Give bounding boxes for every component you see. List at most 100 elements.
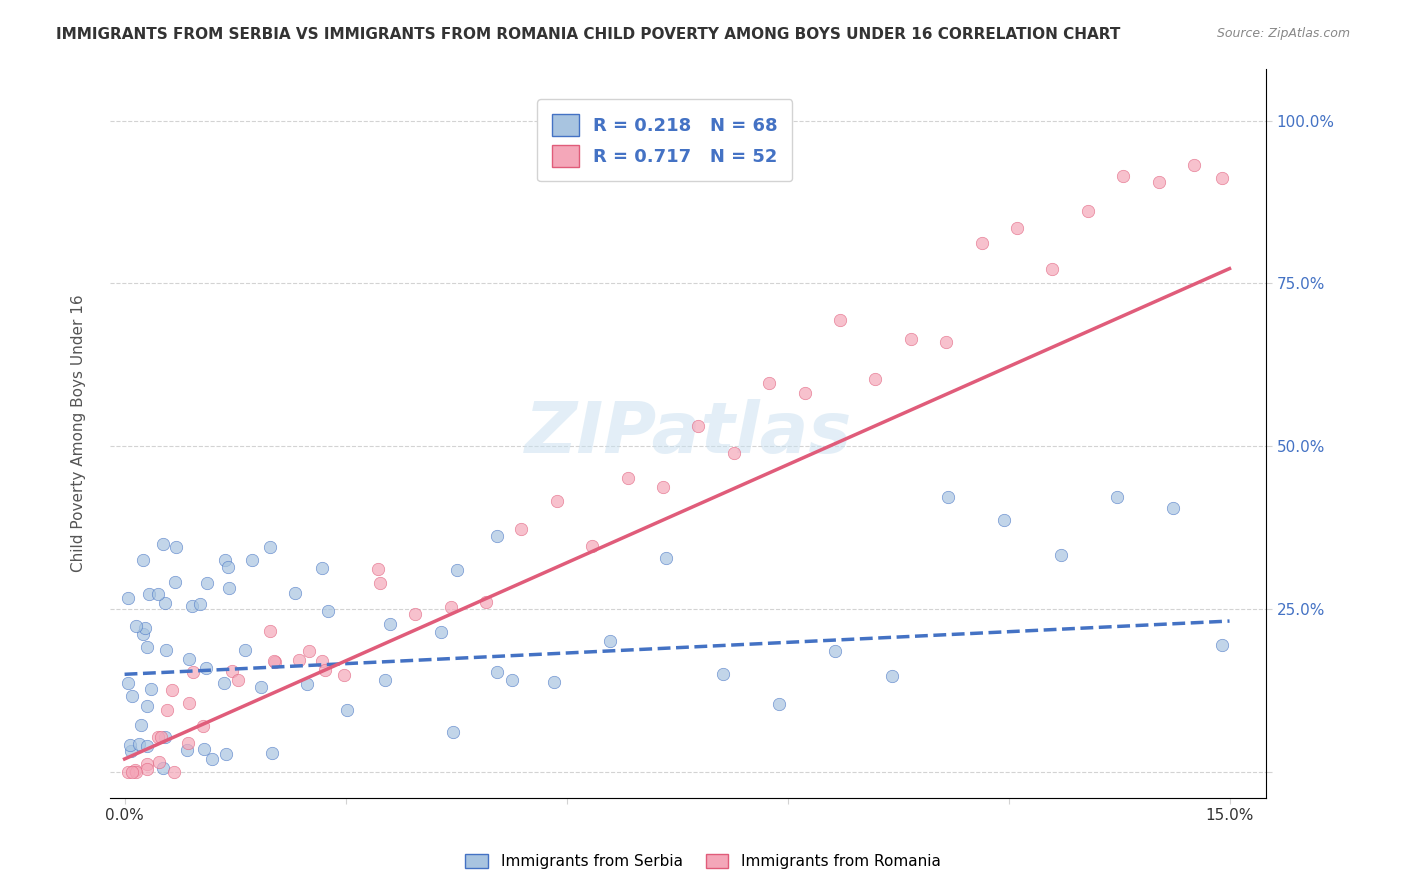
Point xyxy=(900,332,922,346)
Point xyxy=(475,595,498,609)
Point xyxy=(259,624,281,638)
Point xyxy=(993,513,1015,527)
Point xyxy=(824,644,846,658)
Point xyxy=(135,699,157,714)
Point xyxy=(543,675,565,690)
Point xyxy=(1161,500,1184,515)
Point xyxy=(616,471,638,485)
Point xyxy=(226,673,249,688)
Point xyxy=(336,703,359,717)
Point xyxy=(132,553,155,567)
Point xyxy=(311,654,333,668)
Point xyxy=(711,666,734,681)
Point xyxy=(446,563,468,577)
Point xyxy=(311,561,333,575)
Point xyxy=(117,764,139,779)
Point xyxy=(404,607,426,621)
Legend: R = 0.218   N = 68, R = 0.717   N = 52: R = 0.218 N = 68, R = 0.717 N = 52 xyxy=(537,99,793,181)
Point xyxy=(150,730,173,744)
Point xyxy=(163,764,186,779)
Point xyxy=(181,665,204,679)
Point xyxy=(688,419,710,434)
Point xyxy=(177,652,200,666)
Point xyxy=(439,600,461,615)
Point xyxy=(430,624,453,639)
Point xyxy=(581,539,603,553)
Point xyxy=(935,334,957,349)
Point xyxy=(314,663,336,677)
Point xyxy=(218,581,240,595)
Point xyxy=(215,747,238,761)
Point xyxy=(368,575,391,590)
Point xyxy=(1147,175,1170,189)
Point xyxy=(146,587,169,601)
Y-axis label: Child Poverty Among Boys Under 16: Child Poverty Among Boys Under 16 xyxy=(72,294,86,572)
Point xyxy=(316,604,339,618)
Point xyxy=(217,560,239,574)
Point xyxy=(793,386,815,401)
Point xyxy=(374,673,396,688)
Point xyxy=(298,644,321,658)
Legend: Immigrants from Serbia, Immigrants from Romania: Immigrants from Serbia, Immigrants from … xyxy=(460,848,946,875)
Point xyxy=(240,553,263,567)
Point xyxy=(599,634,621,648)
Point xyxy=(970,236,993,251)
Point xyxy=(333,668,356,682)
Point xyxy=(1105,490,1128,504)
Point xyxy=(880,669,903,683)
Point xyxy=(117,676,139,690)
Point xyxy=(758,376,780,390)
Point xyxy=(283,585,305,599)
Point xyxy=(723,446,745,460)
Point xyxy=(485,665,508,680)
Point xyxy=(117,591,139,606)
Point xyxy=(193,742,215,756)
Point xyxy=(136,739,159,753)
Point xyxy=(263,654,285,668)
Point xyxy=(201,752,224,766)
Point xyxy=(936,490,959,504)
Point xyxy=(501,673,523,688)
Point xyxy=(1005,221,1028,235)
Point xyxy=(180,599,202,613)
Point xyxy=(135,762,157,776)
Point xyxy=(259,540,281,554)
Point xyxy=(828,313,851,327)
Point xyxy=(176,743,198,757)
Point xyxy=(249,681,271,695)
Text: IMMIGRANTS FROM SERBIA VS IMMIGRANTS FROM ROMANIA CHILD POVERTY AMONG BOYS UNDER: IMMIGRANTS FROM SERBIA VS IMMIGRANTS FRO… xyxy=(56,27,1121,42)
Point xyxy=(179,697,201,711)
Point xyxy=(1182,158,1205,172)
Point xyxy=(139,681,162,696)
Point xyxy=(191,719,214,733)
Point xyxy=(546,494,568,508)
Point xyxy=(768,697,790,711)
Point xyxy=(162,682,184,697)
Point xyxy=(194,661,217,675)
Point xyxy=(1211,170,1233,185)
Point xyxy=(163,575,186,590)
Point xyxy=(260,747,283,761)
Point xyxy=(124,763,146,777)
Point xyxy=(138,587,160,601)
Point xyxy=(136,757,159,772)
Point xyxy=(120,744,142,758)
Point xyxy=(153,596,176,610)
Point xyxy=(128,737,150,751)
Point xyxy=(195,575,218,590)
Point xyxy=(152,537,174,551)
Point xyxy=(134,621,156,635)
Point xyxy=(177,736,200,750)
Point xyxy=(188,597,211,611)
Point xyxy=(865,371,887,385)
Point xyxy=(153,730,176,744)
Point xyxy=(652,479,675,493)
Point xyxy=(118,738,141,752)
Point xyxy=(121,689,143,703)
Point xyxy=(125,619,148,633)
Point xyxy=(378,616,401,631)
Text: Source: ZipAtlas.com: Source: ZipAtlas.com xyxy=(1216,27,1350,40)
Point xyxy=(132,627,155,641)
Point xyxy=(295,677,318,691)
Point xyxy=(156,703,179,717)
